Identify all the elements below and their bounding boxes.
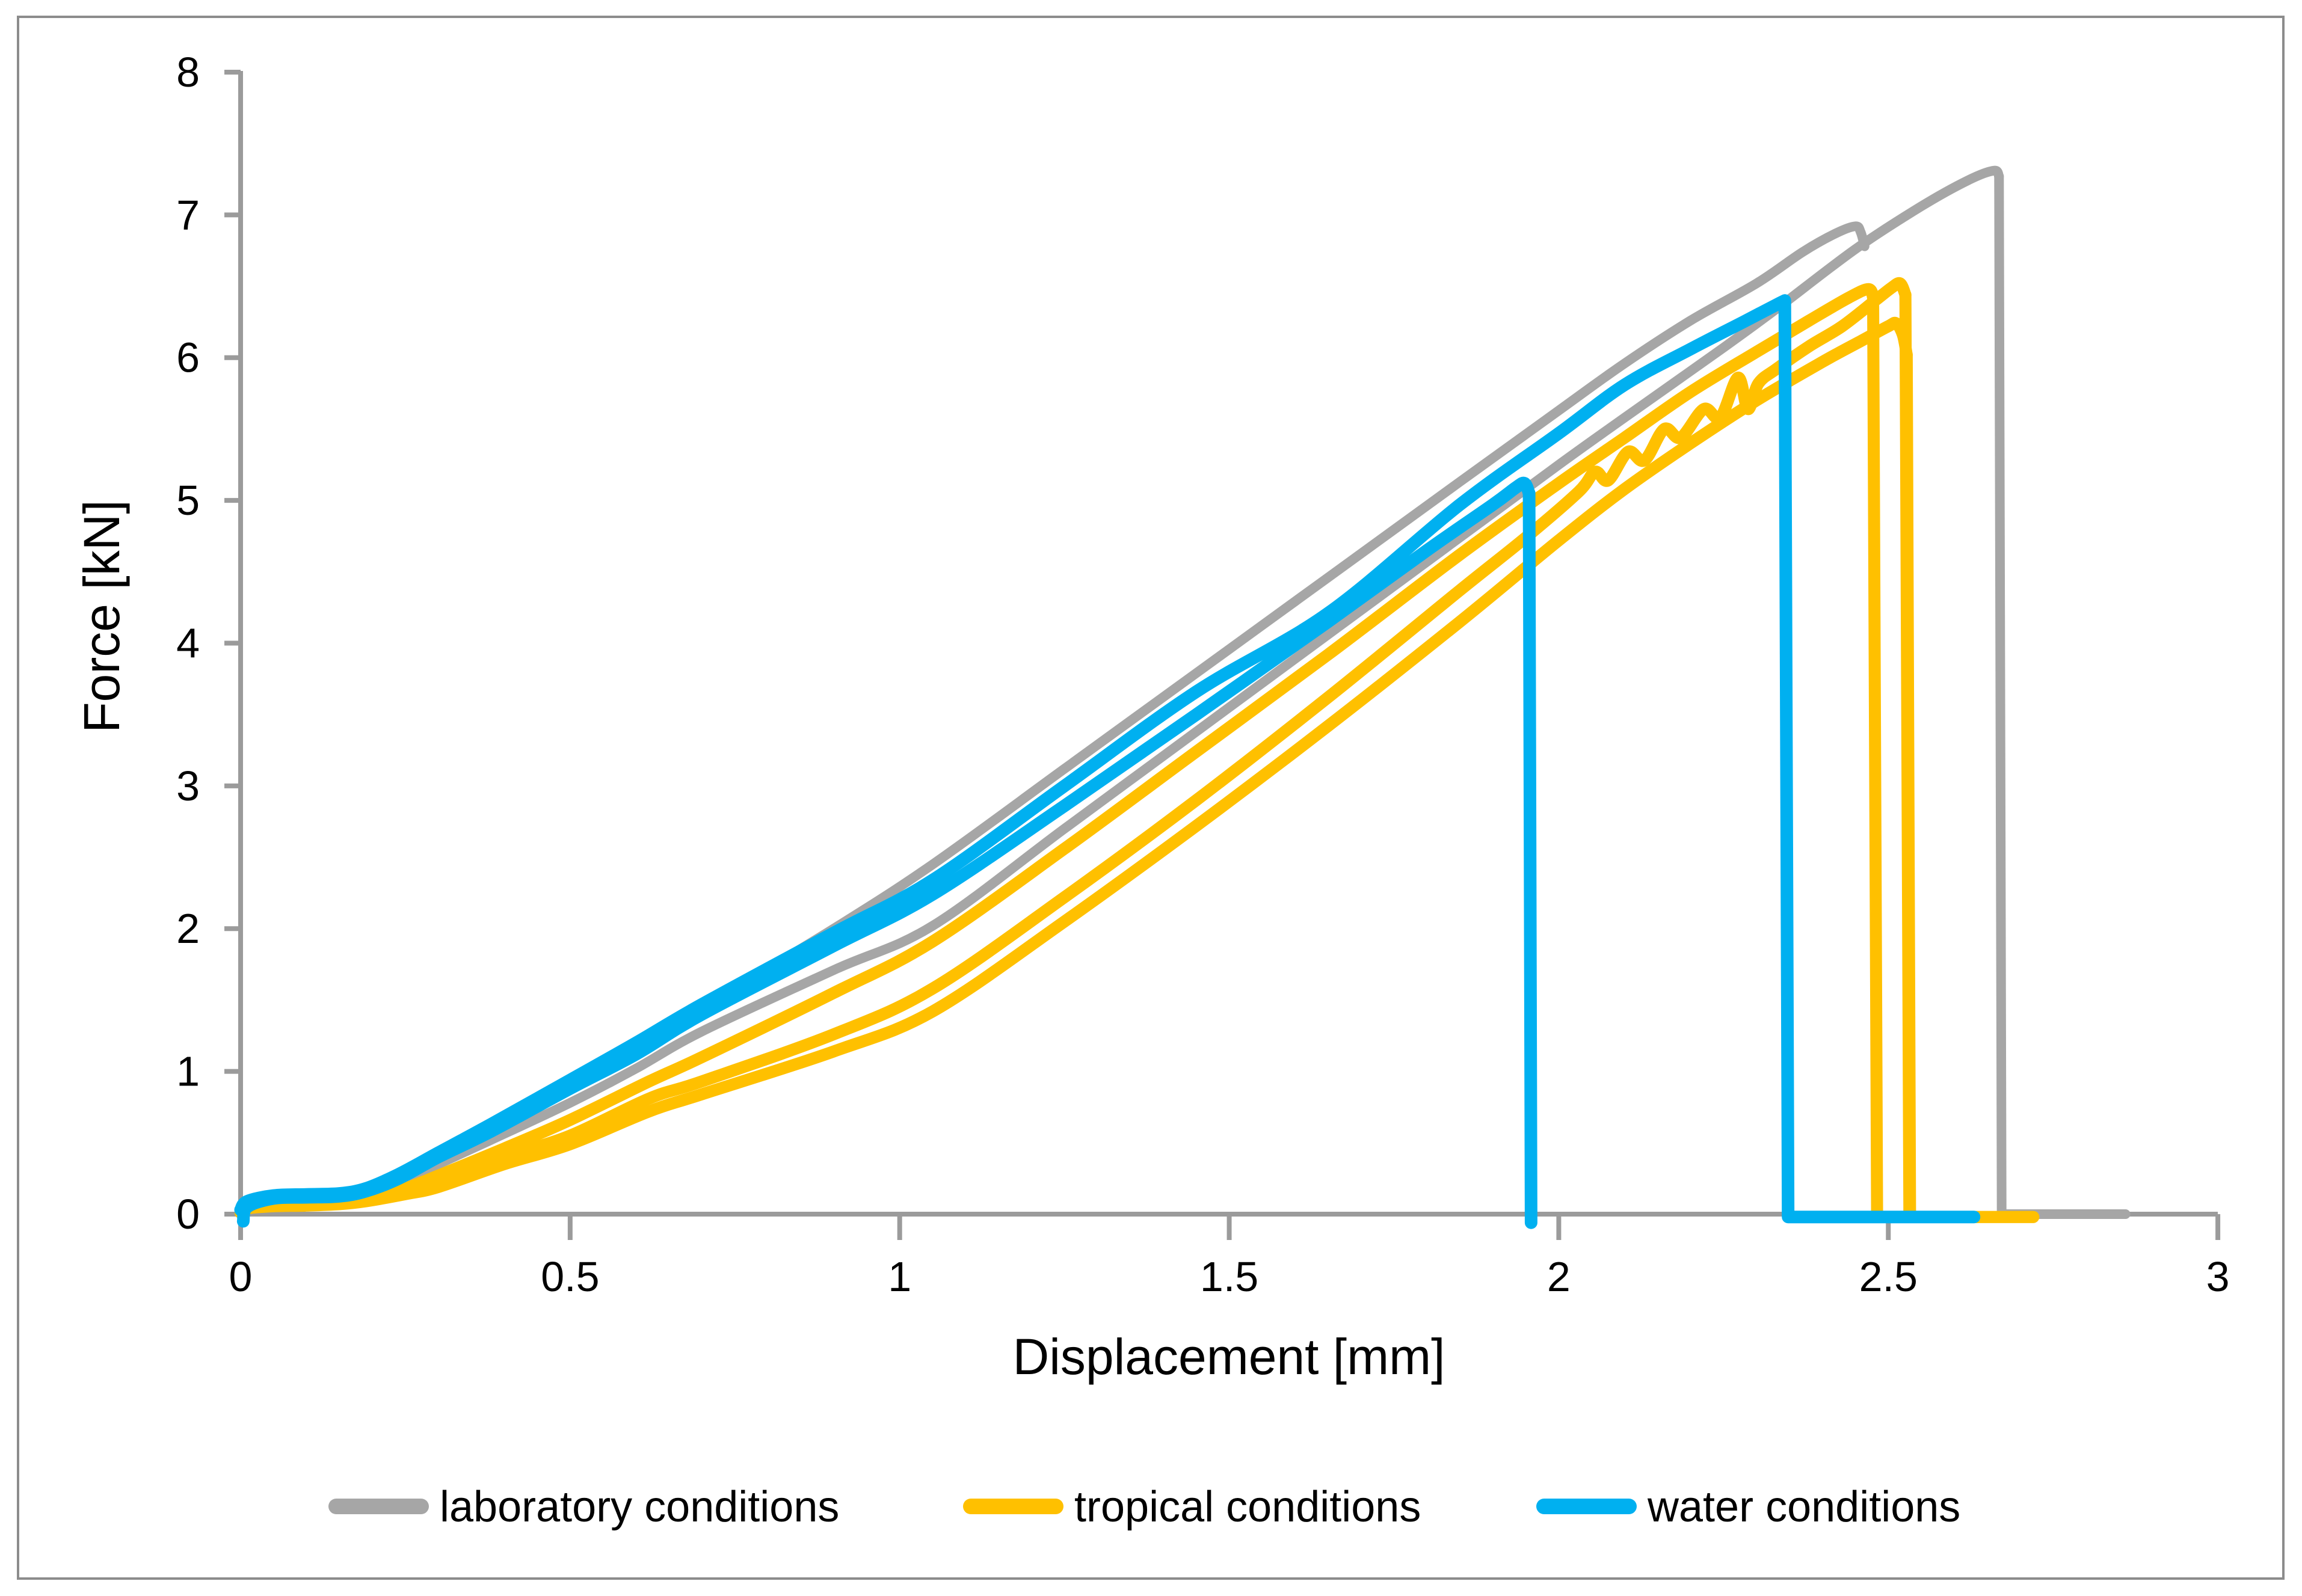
legend-swatch-3 xyxy=(1536,1499,1637,1514)
x-tick-label: 2 xyxy=(1547,1253,1571,1300)
x-axis-title: Displacement [mm] xyxy=(1013,1328,1445,1385)
y-axis-title: Force [kN] xyxy=(73,500,130,732)
y-tick-label: 1 xyxy=(176,1048,200,1095)
y-tick-label: 2 xyxy=(176,905,200,952)
legend-label-1: laboratory conditions xyxy=(440,1483,839,1531)
series-tropical-1-path xyxy=(1867,292,2040,1223)
series-water-2-path xyxy=(234,294,1791,1217)
x-tick-label: 0.5 xyxy=(541,1253,599,1300)
legend-label-2: tropical conditions xyxy=(1074,1483,1421,1531)
series-laboratory-2-path xyxy=(236,221,1870,1217)
y-tick-label: 4 xyxy=(176,619,200,666)
x-tick-label: 0 xyxy=(229,1253,253,1300)
y-tick-label: 0 xyxy=(176,1191,200,1238)
y-tick-label: 5 xyxy=(176,477,200,524)
x-tick-label: 3 xyxy=(2206,1253,2230,1300)
x-tick-label: 1.5 xyxy=(1200,1253,1258,1300)
x-tick-label: 1 xyxy=(888,1253,911,1300)
y-tick-label: 6 xyxy=(176,334,200,381)
legend-label-3: water conditions xyxy=(1647,1483,1960,1531)
axis-tick-labels: 0 0.5 1 1.5 2 2.5 3 0 1 2 3 4 5 6 7 8 xyxy=(176,49,2230,1300)
series-tropical-1-path xyxy=(235,283,1879,1219)
series-laboratory-1-path xyxy=(1994,171,2131,1219)
chart-border-frame xyxy=(17,16,2285,1580)
y-tick-label: 7 xyxy=(176,191,200,238)
series-water-1-path xyxy=(236,476,1536,1228)
x-tick-label: 2.5 xyxy=(1859,1253,1918,1300)
data-series xyxy=(234,165,2131,1229)
series-tropical-3-path xyxy=(1900,349,1916,1220)
series-tropical-2-path xyxy=(1899,289,2040,1223)
series-water-1-path xyxy=(1522,486,1537,1229)
series-water-2-path xyxy=(1778,294,1981,1224)
legend-swatch-2 xyxy=(963,1499,1063,1514)
y-tick-label: 3 xyxy=(176,763,200,809)
legend: laboratory conditions tropical conditions… xyxy=(328,1483,1960,1531)
legend-swatch-1 xyxy=(328,1499,429,1514)
y-tick-label: 8 xyxy=(176,49,200,96)
